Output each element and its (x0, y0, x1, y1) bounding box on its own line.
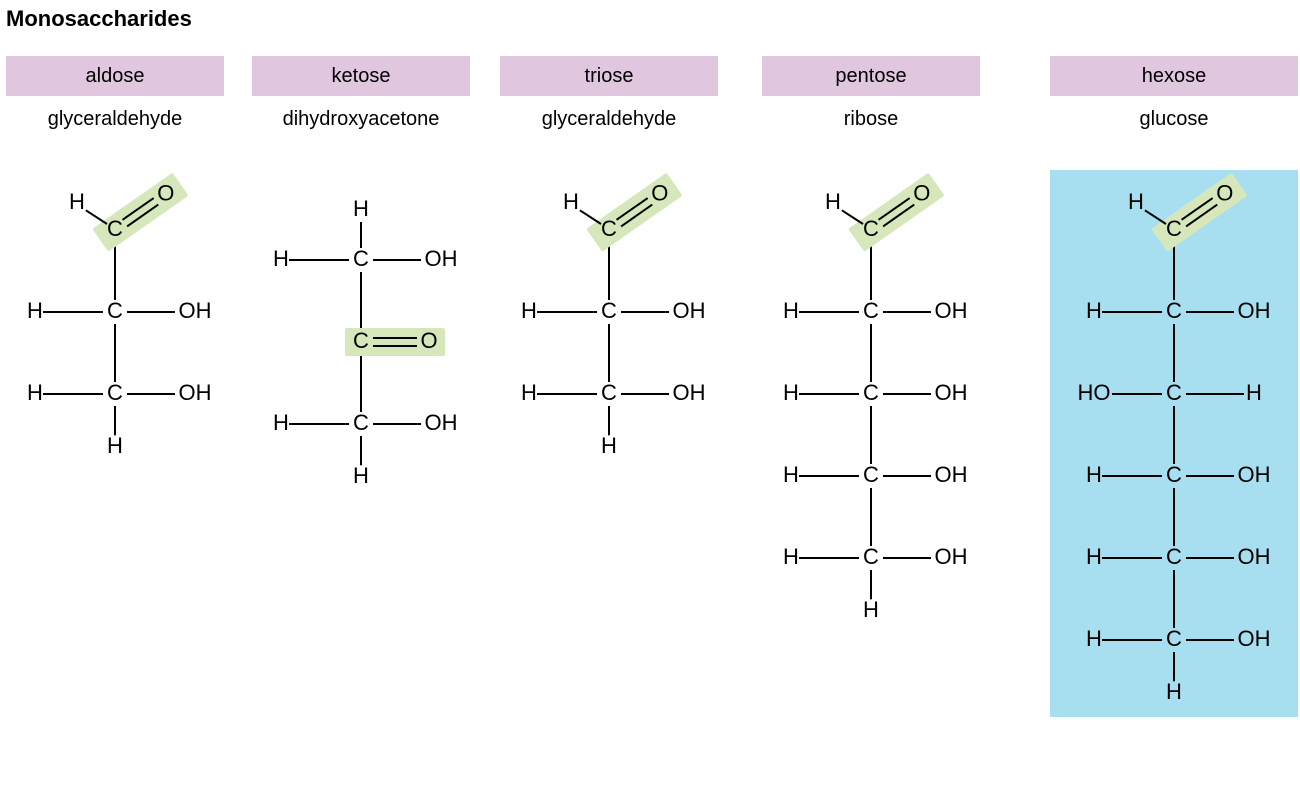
svg-text:C: C (353, 328, 369, 353)
svg-text:OH: OH (425, 410, 458, 435)
svg-text:OH: OH (179, 380, 212, 405)
svg-text:C: C (863, 544, 879, 569)
svg-text:OH: OH (425, 246, 458, 271)
svg-text:H: H (1246, 380, 1262, 405)
svg-text:H: H (27, 298, 43, 323)
svg-text:H: H (1128, 189, 1144, 214)
mol-svg-triose: HCOCHOHCHOHH (500, 170, 718, 471)
page-title: Monosaccharides (6, 6, 192, 32)
svg-text:C: C (601, 380, 617, 405)
svg-text:C: C (107, 216, 123, 241)
svg-text:C: C (601, 298, 617, 323)
svg-text:OH: OH (935, 380, 968, 405)
svg-text:C: C (1166, 216, 1182, 241)
mol-svg-pentose: HCOCHOHCHOHCHOHCHOHH (762, 170, 980, 635)
svg-text:H: H (69, 189, 85, 214)
svg-text:H: H (521, 380, 537, 405)
mol-svg-aldose: HCOCHOHCHOHH (6, 170, 224, 471)
svg-text:C: C (863, 298, 879, 323)
svg-text:OH: OH (935, 462, 968, 487)
col-header-triose: triose (500, 56, 718, 96)
svg-text:O: O (157, 180, 174, 205)
col-header-ketose: ketose (252, 56, 470, 96)
svg-text:H: H (273, 410, 289, 435)
svg-text:OH: OH (179, 298, 212, 323)
svg-text:HO: HO (1078, 380, 1111, 405)
svg-text:H: H (273, 246, 289, 271)
svg-text:H: H (521, 298, 537, 323)
svg-text:C: C (107, 298, 123, 323)
svg-text:C: C (863, 216, 879, 241)
svg-text:H: H (107, 433, 123, 458)
mol-name-triose: glyceraldehyde (500, 108, 718, 131)
svg-text:O: O (420, 328, 437, 353)
svg-text:H: H (1086, 626, 1102, 651)
svg-text:OH: OH (1238, 462, 1271, 487)
svg-text:H: H (563, 189, 579, 214)
svg-text:O: O (1216, 180, 1233, 205)
svg-text:C: C (863, 462, 879, 487)
mol-name-hexose: glucose (1050, 108, 1298, 131)
svg-text:H: H (783, 462, 799, 487)
svg-text:C: C (1166, 462, 1182, 487)
mol-name-pentose: ribose (762, 108, 980, 131)
svg-text:H: H (783, 298, 799, 323)
svg-text:H: H (353, 196, 369, 221)
svg-text:O: O (651, 180, 668, 205)
svg-text:OH: OH (935, 298, 968, 323)
col-header-aldose: aldose (6, 56, 224, 96)
svg-text:OH: OH (673, 380, 706, 405)
svg-text:C: C (1166, 544, 1182, 569)
svg-text:H: H (27, 380, 43, 405)
mol-svg-ketose: HCHOHCOCHOHH (252, 170, 470, 501)
svg-text:C: C (1166, 380, 1182, 405)
svg-text:OH: OH (1238, 298, 1271, 323)
mol-name-aldose: glyceraldehyde (6, 108, 224, 131)
svg-text:C: C (107, 380, 123, 405)
svg-text:C: C (353, 246, 369, 271)
svg-text:H: H (1166, 679, 1182, 704)
svg-text:H: H (783, 544, 799, 569)
svg-text:H: H (825, 189, 841, 214)
svg-text:C: C (353, 410, 369, 435)
col-header-pentose: pentose (762, 56, 980, 96)
svg-text:OH: OH (1238, 626, 1271, 651)
svg-text:C: C (601, 216, 617, 241)
svg-text:H: H (601, 433, 617, 458)
svg-text:O: O (913, 180, 930, 205)
svg-text:H: H (1086, 462, 1102, 487)
svg-text:H: H (1086, 298, 1102, 323)
svg-text:C: C (1166, 626, 1182, 651)
mol-svg-hexose: HCOCHOHCHOHCHOHCHOHCHOHH (1050, 170, 1298, 717)
svg-text:H: H (863, 597, 879, 622)
col-header-hexose: hexose (1050, 56, 1298, 96)
svg-text:OH: OH (935, 544, 968, 569)
svg-text:OH: OH (673, 298, 706, 323)
mol-name-ketose: dihydroxyacetone (252, 108, 470, 131)
svg-text:H: H (1086, 544, 1102, 569)
svg-text:C: C (863, 380, 879, 405)
svg-text:OH: OH (1238, 544, 1271, 569)
svg-text:H: H (783, 380, 799, 405)
svg-text:H: H (353, 463, 369, 488)
svg-text:C: C (1166, 298, 1182, 323)
